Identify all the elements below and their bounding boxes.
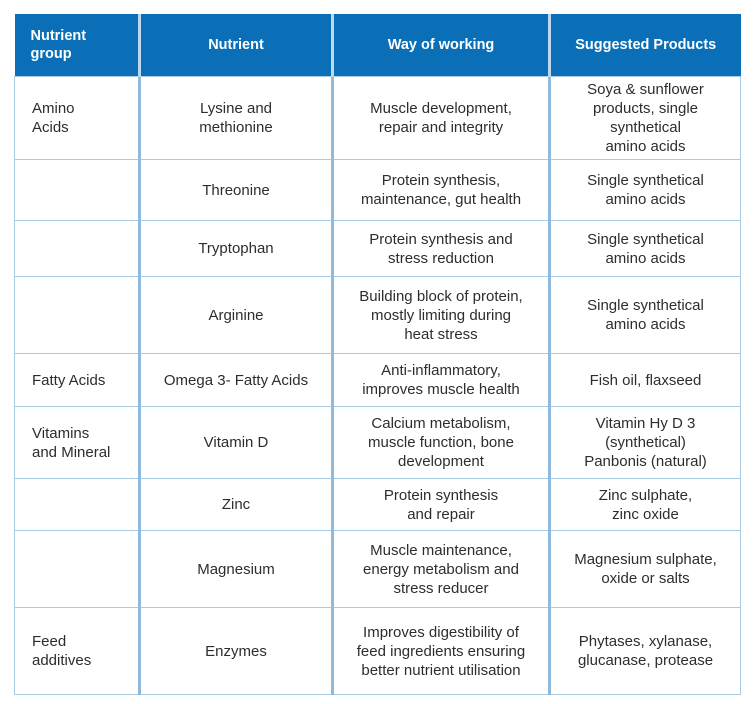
cell-suggested-products: Single synthetical amino acids: [548, 159, 741, 221]
cell-nutrient-group: [14, 220, 140, 277]
header-nutrient-group: Nutrient group: [14, 14, 141, 77]
cell-nutrient-group: [14, 276, 140, 354]
table-row: Magnesium Muscle maintenance, energy met…: [14, 530, 741, 608]
cell-nutrient-group: Fatty Acids: [14, 353, 140, 407]
cell-suggested-products: Single synthetical amino acids: [548, 220, 741, 277]
cell-nutrient-group: Vitamins and Mineral: [14, 406, 140, 479]
table-row: Feed additives Enzymes Improves digestib…: [14, 607, 741, 695]
table-row: Fatty Acids Omega 3- Fatty Acids Anti-in…: [14, 353, 741, 407]
table-row: Vitamins and Mineral Vitamin D Calcium m…: [14, 406, 741, 479]
cell-suggested-products: Fish oil, flaxseed: [548, 353, 741, 407]
table-row: Amino Acids Lysine and methionine Muscle…: [14, 76, 741, 160]
table-row: Threonine Protein synthesis, maintenance…: [14, 159, 741, 221]
cell-suggested-products: Phytases, xylanase, glucanase, protease: [548, 607, 741, 695]
cell-nutrient: Vitamin D: [138, 406, 333, 479]
header-way-of-working: Way of working: [331, 14, 551, 77]
cell-way-of-working: Protein synthesis, maintenance, gut heal…: [331, 159, 550, 221]
cell-nutrient: Zinc: [138, 478, 333, 531]
cell-suggested-products: Vitamin Hy D 3 (synthetical) Panbonis (n…: [548, 406, 741, 479]
nutrient-table-container: Nutrient group Nutrient Way of working S…: [14, 14, 741, 695]
header-nutrient: Nutrient: [138, 14, 334, 77]
cell-nutrient-group: Feed additives: [14, 607, 140, 695]
cell-suggested-products: Zinc sulphate, zinc oxide: [548, 478, 741, 531]
cell-nutrient-group: [14, 530, 140, 608]
cell-way-of-working: Building block of protein, mostly limiti…: [331, 276, 550, 354]
cell-nutrient: Magnesium: [138, 530, 333, 608]
cell-nutrient: Enzymes: [138, 607, 333, 695]
cell-nutrient: Threonine: [138, 159, 333, 221]
cell-way-of-working: Improves digestibility of feed ingredien…: [331, 607, 550, 695]
cell-way-of-working: Anti-inflammatory, improves muscle healt…: [331, 353, 550, 407]
cell-way-of-working: Calcium metabolism, muscle function, bon…: [331, 406, 550, 479]
cell-suggested-products: Magnesium sulphate, oxide or salts: [548, 530, 741, 608]
header-suggested-products: Suggested Products: [548, 14, 741, 77]
cell-nutrient: Omega 3- Fatty Acids: [138, 353, 333, 407]
cell-nutrient: Arginine: [138, 276, 333, 354]
cell-way-of-working: Muscle maintenance, energy metabolism an…: [331, 530, 550, 608]
cell-nutrient-group: [14, 159, 140, 221]
cell-suggested-products: Single synthetical amino acids: [548, 276, 741, 354]
cell-nutrient: Lysine and methionine: [138, 76, 333, 160]
cell-way-of-working: Protein synthesis and stress reduction: [331, 220, 550, 277]
cell-way-of-working: Muscle development, repair and integrity: [331, 76, 550, 160]
table-row: Arginine Building block of protein, most…: [14, 276, 741, 354]
table-row: Tryptophan Protein synthesis and stress …: [14, 220, 741, 277]
cell-suggested-products: Soya & sunflower products, single synthe…: [548, 76, 741, 160]
cell-way-of-working: Protein synthesis and repair: [331, 478, 550, 531]
cell-nutrient-group: Amino Acids: [14, 76, 140, 160]
table-row: Zinc Protein synthesis and repair Zinc s…: [14, 478, 741, 531]
cell-nutrient-group: [14, 478, 140, 531]
cell-nutrient: Tryptophan: [138, 220, 333, 277]
table-header-row: Nutrient group Nutrient Way of working S…: [14, 14, 741, 77]
nutrient-table: Nutrient group Nutrient Way of working S…: [14, 14, 741, 695]
